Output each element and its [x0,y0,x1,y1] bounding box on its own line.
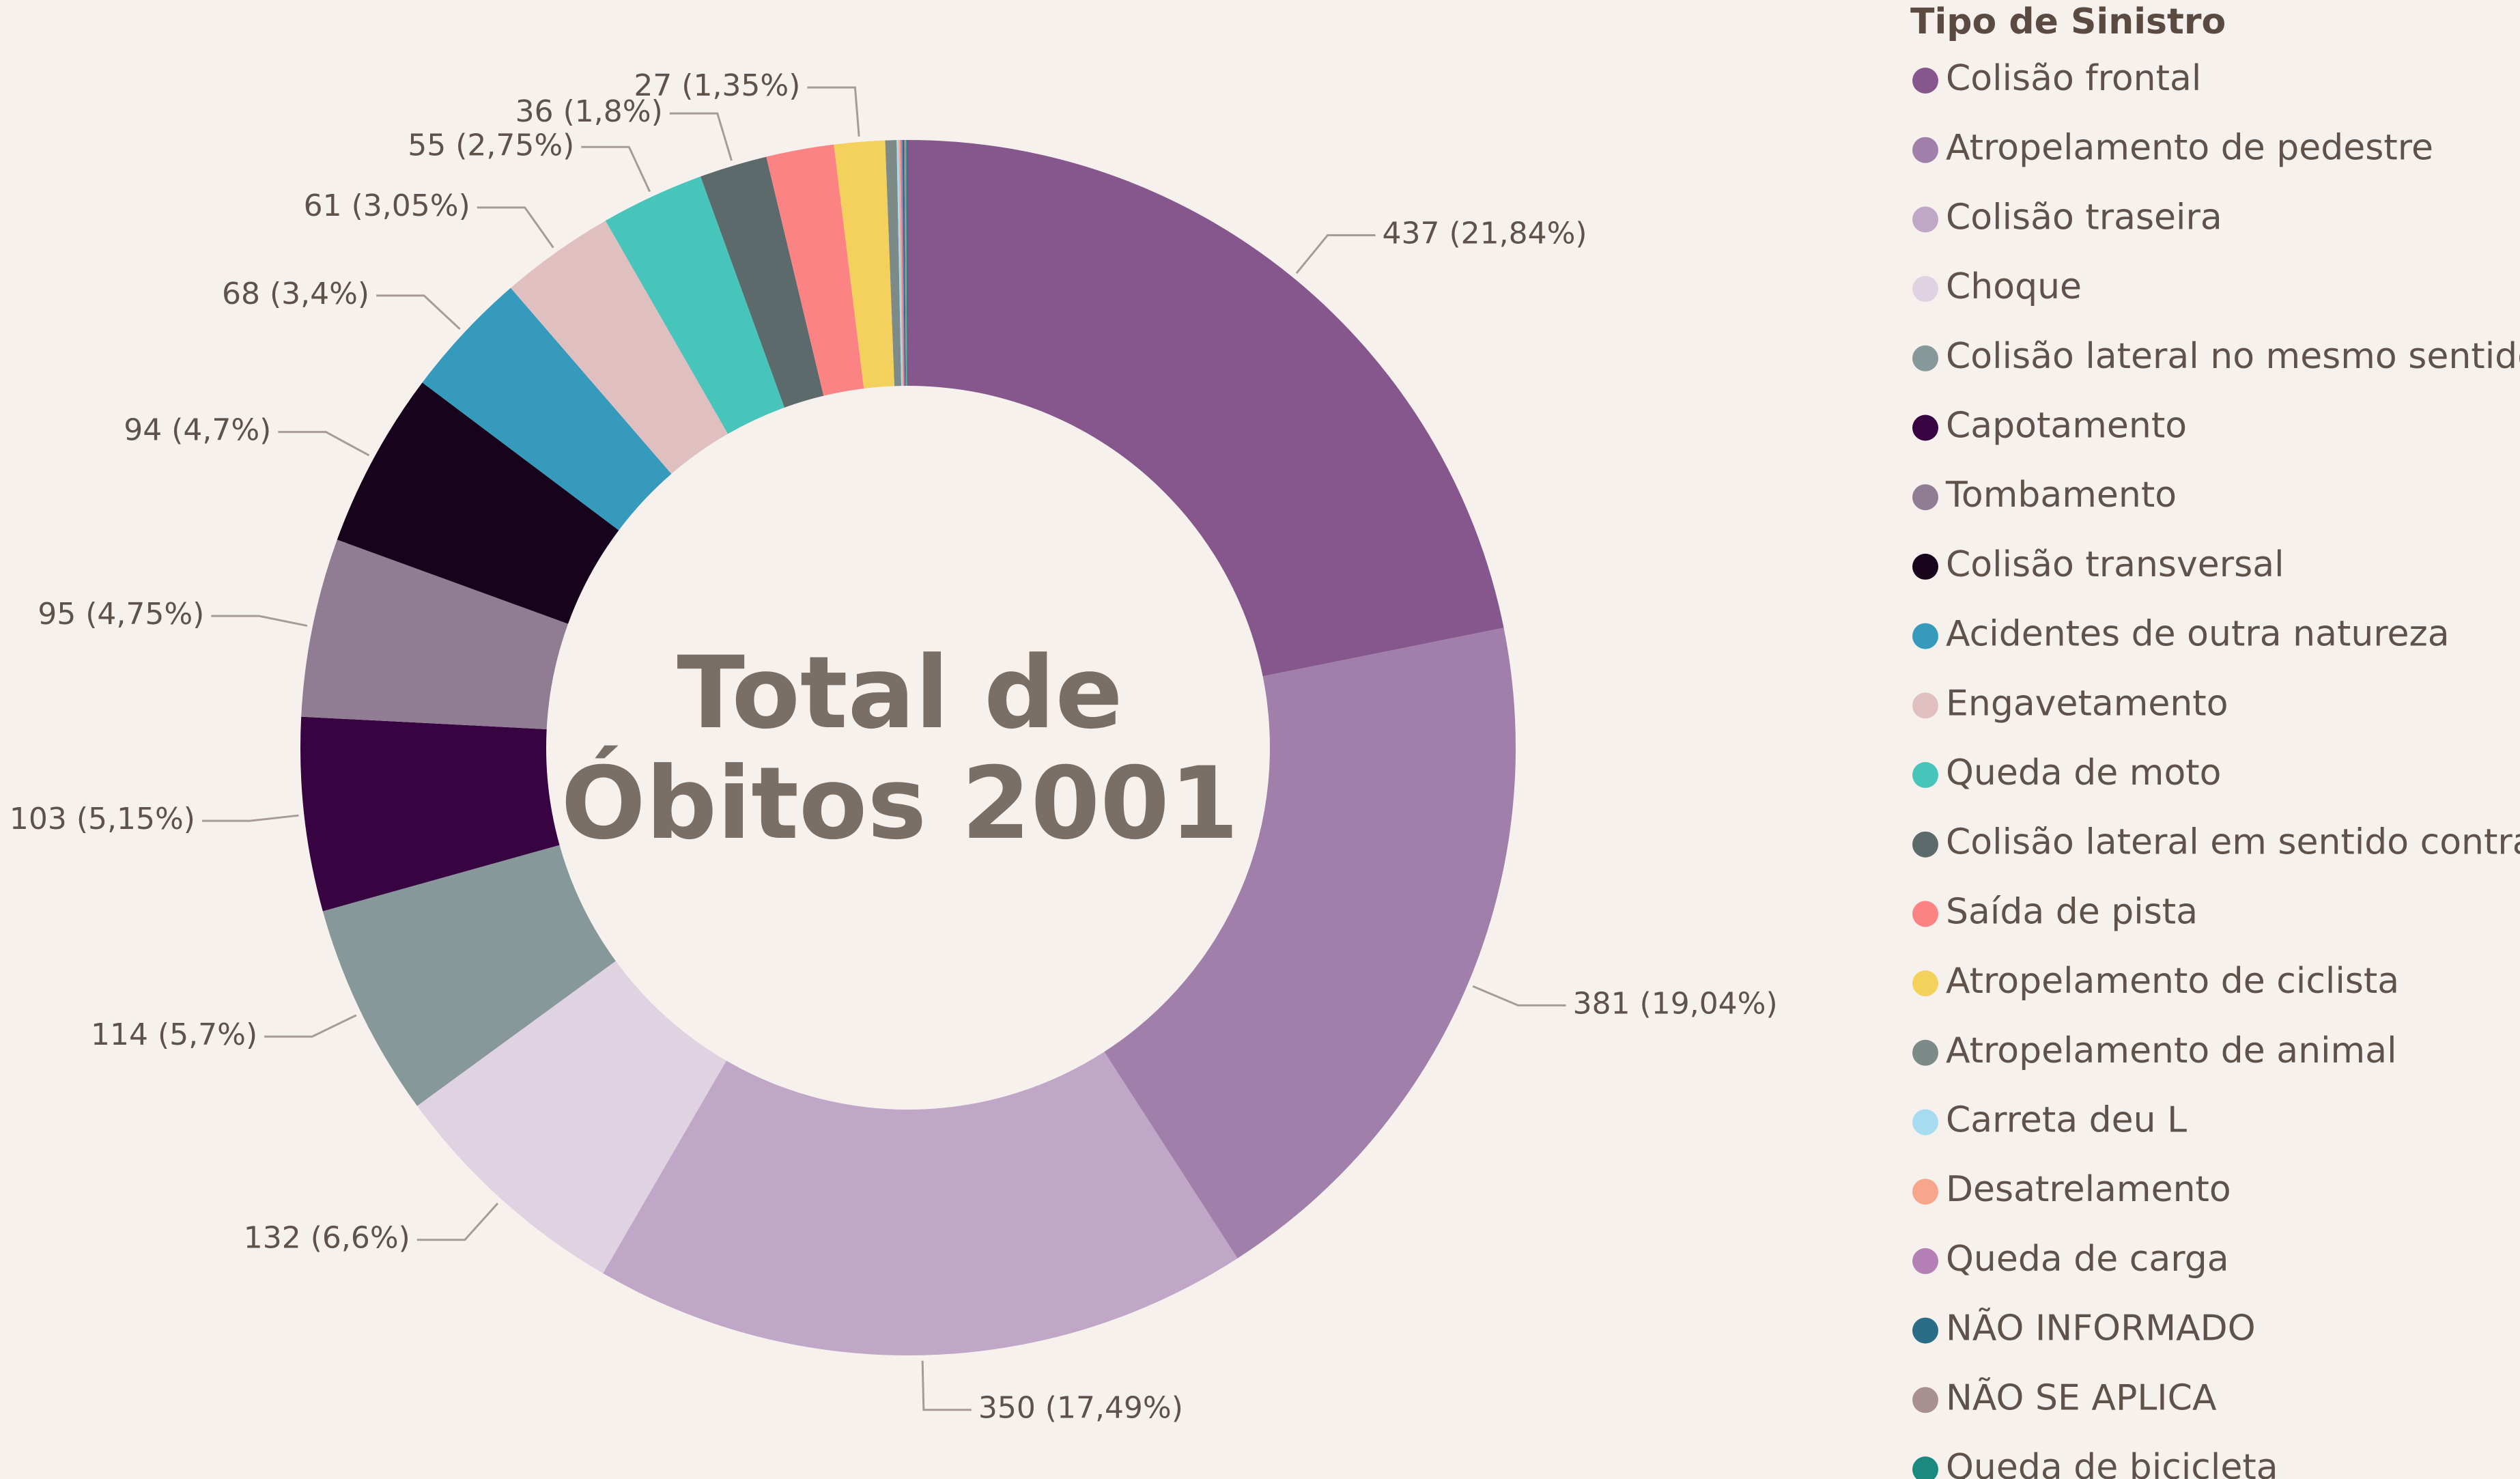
leader-line [201,814,299,822]
data-label: 114 (5,7%) [91,1017,257,1052]
legend-swatch [1912,553,1938,580]
donut-slice [510,221,728,475]
data-label: 437 (21,84%) [1383,216,1587,251]
donut-slice [766,144,864,396]
legend-swatch [1912,1248,1938,1274]
leader-line [264,1014,357,1038]
leader-line [581,145,651,193]
legend-swatch [1912,623,1938,649]
donut-slice [337,382,619,624]
legend-label: Atropelamento de animal [1946,1030,2397,1071]
leader-line [278,431,370,457]
legend-label: Acidentes de outra natureza [1946,614,2450,655]
data-label: 61 (3,05%) [304,188,470,223]
legend-label: Capotamento [1946,406,2187,447]
donut-slice [603,1052,1238,1355]
center-text: Total de Óbitos 2001 [561,635,1239,862]
legend-label: Choque [1946,266,2082,307]
donut-slice [898,140,904,386]
legend-label: Atropelamento de ciclista [1946,961,2399,1002]
legend-swatch [1912,1109,1938,1136]
legend-swatch [1912,762,1938,788]
data-label: 381 (19,04%) [1573,986,1778,1021]
legend-swatch [1912,345,1938,371]
legend-swatch [1912,901,1938,927]
donut-slice [301,539,569,729]
data-label: 95 (4,75%) [38,597,204,632]
donut-slice [700,156,824,408]
legend-swatch [1912,276,1938,302]
legend-label: Desatrelamento [1946,1169,2231,1210]
legend-title: Tipo de Sinistro [1910,1,2226,42]
legend-label: Colisão frontal [1946,58,2201,99]
legend-swatch [1912,1387,1938,1413]
leader-line [669,112,733,161]
legend-swatch [1912,1317,1938,1344]
leader-line [1295,234,1376,274]
donut-slice [885,140,902,386]
leader-line [921,1360,972,1411]
data-label: 36 (1,8%) [515,94,663,129]
legend-label: Colisão traseira [1946,197,2222,238]
legend-label: Engavetamento [1946,683,2228,724]
legend-label: Queda de moto [1946,752,2221,793]
donut-slice [300,716,560,912]
donut-slice [902,140,906,386]
legend-label: Colisão lateral no mesmo sentido [1946,336,2520,377]
legend-label: Atropelamento de pedestre [1946,128,2433,169]
donut-slice [904,140,907,386]
data-label: 68 (3,4%) [222,277,369,311]
legend-swatch [1912,484,1938,511]
donut-slice [605,176,784,434]
legend-label: Saída de pista [1946,891,2198,932]
leader-line [211,615,308,627]
leader-line [477,206,554,249]
legend-label: Carreta deu L [1946,1100,2187,1141]
legend-label: NÃO INFORMADO [1946,1308,2256,1349]
leader-line [807,86,860,137]
data-label: 132 (6,6%) [244,1221,410,1256]
legend-swatch [1912,414,1938,441]
donut-slice [908,140,1504,677]
legend-swatch [1912,1456,1938,1479]
legend-swatch [1912,692,1938,719]
legend-swatch [1912,1179,1938,1205]
donut-slice [1104,628,1516,1258]
legend-swatch [1912,68,1938,94]
data-label: 27 (1,35%) [634,68,800,103]
leader-line [416,1202,499,1241]
legend-label: Queda de bicicleta [1946,1447,2278,1479]
donut-slice [422,287,672,531]
legend-label: Tombamento [1945,475,2177,516]
donut-slice [906,140,908,386]
legend-swatch [1912,1039,1938,1066]
legend-swatch [1912,970,1938,997]
legend-label: Colisão lateral em sentido contrário [1946,822,2520,863]
data-label: 103 (5,15%) [10,802,195,836]
legend-swatch [1912,831,1938,858]
data-label: 94 (4,7%) [124,413,271,448]
donut-slice [417,961,726,1273]
donut-slice [322,845,616,1106]
leader-line [1472,985,1566,1006]
donut-slice [834,140,895,389]
legend-label: Queda de carga [1946,1239,2229,1280]
legend-swatch [1912,137,1938,163]
legend-label: Colisão transversal [1946,544,2284,585]
data-label: 55 (2,75%) [408,128,574,163]
legend-label: NÃO SE APLICA [1946,1377,2217,1418]
donut-slice [896,140,903,386]
data-label: 350 (17,49%) [978,1391,1183,1426]
donut-slice [900,140,905,386]
leader-line [376,294,461,330]
legend-swatch [1912,206,1938,233]
